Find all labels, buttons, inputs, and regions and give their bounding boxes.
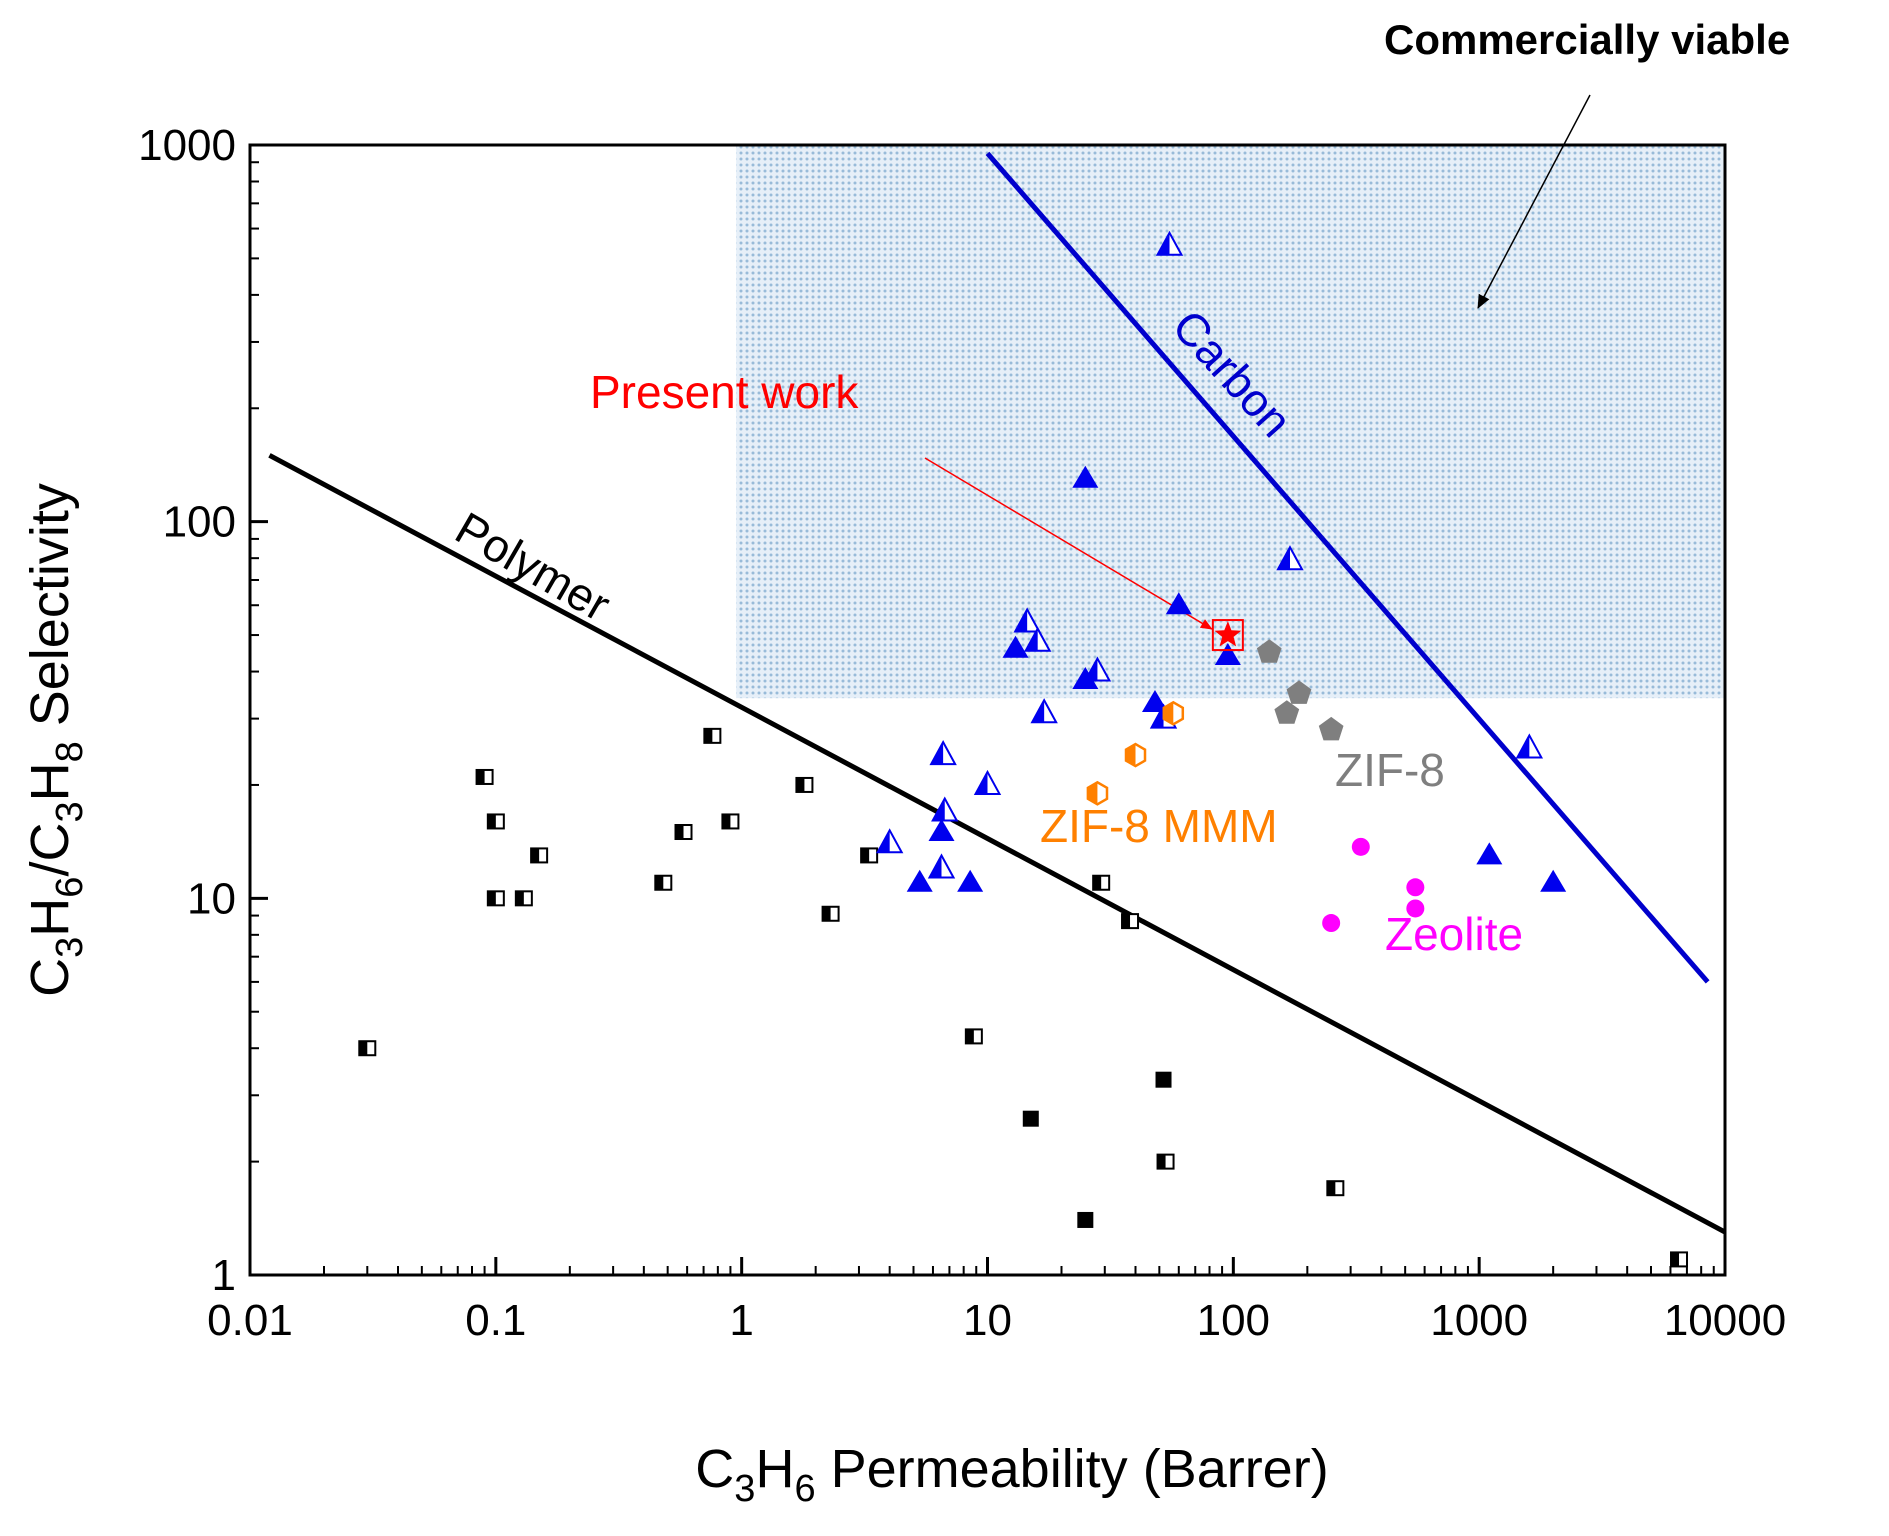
point-polymer-17 [1326,1180,1345,1197]
y-tick-label: 10 [187,874,236,923]
point-polymer-filled-2 [1155,1071,1172,1088]
point-zeolite-1 [1351,837,1370,856]
point-polymer-filled-0 [1022,1110,1039,1127]
marker-layer [358,230,1689,1268]
point-polymer-3 [486,890,505,907]
point-zeolite-3 [1406,899,1425,918]
y-tick-label: 100 [163,498,236,547]
point-carbon-half-10 [1155,230,1184,256]
point-polymer-filled-1 [1077,1211,1094,1228]
point-polymer-18 [1670,1251,1689,1268]
x-tick-label: 0.01 [207,1296,293,1345]
upper-bound-line-carbon [985,151,1710,984]
point-polymer-16 [1156,1153,1175,1170]
y-tick-label: 1 [212,1251,236,1300]
point-carbon-0 [906,869,933,892]
point-carbon-3 [1002,635,1029,658]
label-zif8-mmm: ZIF-8 MMM [1040,800,1278,852]
point-polymer-2 [486,813,505,830]
point-carbon-9 [1476,842,1503,865]
point-carbon-half-7 [1030,698,1058,724]
point-carbon-half-1 [927,853,956,879]
label-present-work: Present work [590,366,859,418]
point-carbon-half-6 [1023,626,1052,652]
point-zif-8-1 [1274,700,1300,724]
point-carbon-half-8 [1083,656,1112,682]
point-carbon-half-2 [931,796,959,822]
x-tick-label: 100 [1197,1296,1270,1345]
point-carbon-half-11 [1276,545,1304,571]
point-polymer-12 [860,847,879,864]
point-zeolite-0 [1322,914,1341,933]
point-carbon-2 [957,869,984,892]
point-polymer-4 [514,890,533,907]
point-zif-8-mmm-0 [1086,780,1109,806]
commercial-region [736,145,1725,699]
point-polymer-9 [721,813,740,830]
point-zif-8-2 [1286,680,1312,704]
point-polymer-8 [703,727,722,744]
point-zif-8-3 [1318,716,1344,741]
point-polymer-15 [1121,913,1140,930]
point-carbon-8 [1214,642,1241,665]
point-carbon-half-3 [929,740,957,766]
point-carbon-half-4 [973,769,1002,795]
point-polymer-11 [821,905,840,922]
x-tick-label: 1 [729,1296,753,1345]
y-tick-label: 1000 [138,121,236,170]
point-polymer-6 [654,874,673,891]
point-carbon-6 [1141,690,1168,713]
point-zeolite-2 [1406,878,1425,897]
point-polymer-7 [674,824,693,841]
label-zeolite: Zeolite [1385,908,1523,960]
point-carbon-7 [1165,592,1192,615]
point-present-work-0 [1211,619,1244,652]
label-zif8: ZIF-8 [1335,744,1445,796]
upper-bound-line-polymer [268,453,1727,1235]
x-tick-label: 1000 [1430,1296,1528,1345]
point-polymer-10 [795,776,814,793]
point-zif-8-mmm-2 [1162,700,1185,726]
x-tick-label: 10 [963,1296,1012,1345]
point-carbon-5 [1072,666,1099,689]
point-carbon-half-12 [1515,733,1544,759]
point-carbon-4 [1072,465,1099,488]
y-axis-title: C3H6/C3H8 Selectivity [20,483,91,997]
point-carbon-1 [928,819,955,842]
x-axis-title: C3H6 Permeability (Barrer) [695,1439,1328,1510]
point-polymer-0 [358,1040,377,1057]
x-tick-label: 0.1 [465,1296,526,1345]
x-tick-label: 10000 [1664,1296,1786,1345]
label-commercially-viable: Commercially viable [1384,16,1790,63]
point-carbon-10 [1540,869,1567,892]
line-layer [268,94,1727,1235]
present-work-arrow [924,457,1213,630]
point-zif-8-mmm-1 [1124,742,1147,768]
point-carbon-half-0 [875,828,904,854]
commercially-viable-arrow [1477,94,1591,309]
point-polymer-13 [964,1028,983,1045]
point-zif-8-0 [1256,639,1282,663]
axis-layer [248,143,1727,1277]
point-polymer-5 [530,847,549,864]
point-polymer-1 [475,768,494,785]
point-polymer-14 [1092,874,1111,891]
point-carbon-half-5 [1013,607,1041,633]
region-layer [736,145,1725,699]
